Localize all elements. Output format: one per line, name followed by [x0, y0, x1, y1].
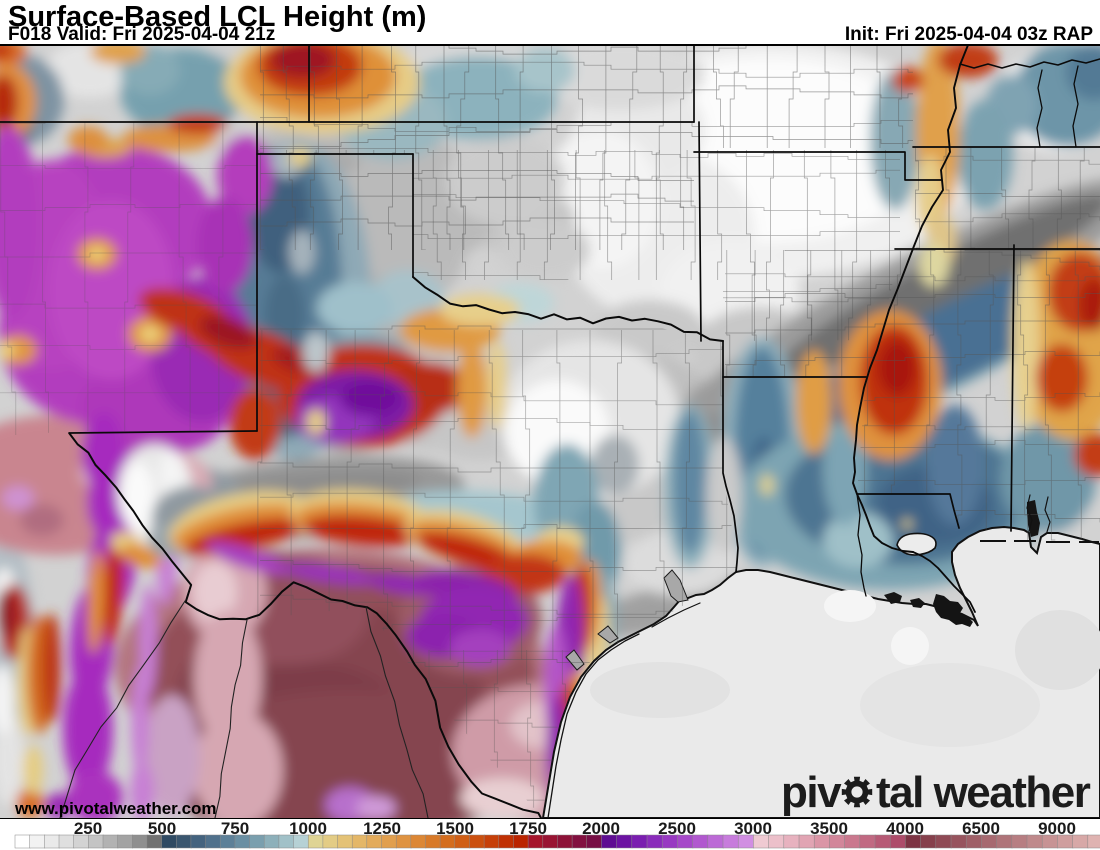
- svg-text:piv: piv: [781, 768, 842, 817]
- svg-text:tal weather: tal weather: [876, 768, 1091, 817]
